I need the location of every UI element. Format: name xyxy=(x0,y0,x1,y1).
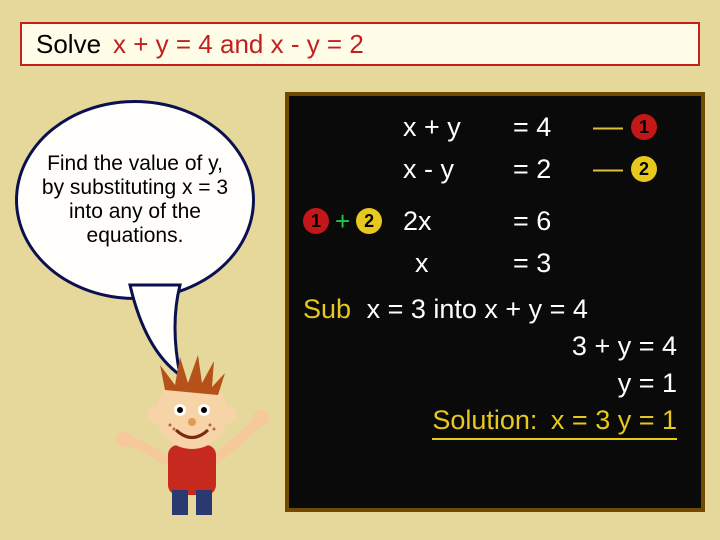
sum-lhs: 2x xyxy=(403,206,513,237)
dash-icon: — xyxy=(593,152,623,186)
solution-row: Solution: x = 3 y = 1 xyxy=(303,405,687,440)
tag-1-ref: 1 xyxy=(303,208,329,234)
eq1-lhs: x + y xyxy=(403,112,513,143)
sub-verb: Sub xyxy=(303,294,351,324)
substitution-line: Sub x = 3 into x + y = 4 xyxy=(303,294,687,325)
sub-line: x = 3 into x + y = 4 xyxy=(367,294,588,324)
eq-row-1: x + y = 4 — 1 xyxy=(303,106,687,148)
eq1-rhs: = 4 xyxy=(513,112,593,143)
eq2-rhs: = 2 xyxy=(513,154,593,185)
eq-row-2: x - y = 2 — 2 xyxy=(303,148,687,190)
title-equations: x + y = 4 and x - y = 2 xyxy=(113,29,364,60)
title-bar: Solve x + y = 4 and x - y = 2 xyxy=(20,22,700,66)
speech-bubble: Find the value of y, by substituting x =… xyxy=(15,100,255,300)
solution-value: x = 3 y = 1 xyxy=(551,405,677,435)
tag-2: 2 xyxy=(631,156,657,182)
bubble-text: Find the value of y, by substituting x =… xyxy=(38,152,232,248)
x-rhs: = 3 xyxy=(513,248,593,279)
sub-result-2: y = 1 xyxy=(303,368,687,399)
sum-rhs: = 6 xyxy=(513,206,593,237)
title-verb: Solve xyxy=(36,29,101,60)
cartoon-kid xyxy=(110,345,280,515)
x-lhs: x xyxy=(403,248,513,279)
eq-row-sum: 1 + 2 2x = 6 xyxy=(303,200,687,242)
eq2-lhs: x - y xyxy=(403,154,513,185)
eq-row-x: x = 3 xyxy=(303,242,687,284)
tag-2-ref: 2 xyxy=(356,208,382,234)
plus-icon: + xyxy=(335,206,350,237)
blackboard: x + y = 4 — 1 x - y = 2 — 2 1 + 2 2x = 6… xyxy=(285,92,705,512)
dash-icon: — xyxy=(593,110,623,144)
solution-label: Solution: xyxy=(432,405,537,435)
sub-result-1: 3 + y = 4 xyxy=(303,331,687,362)
tag-1: 1 xyxy=(631,114,657,140)
